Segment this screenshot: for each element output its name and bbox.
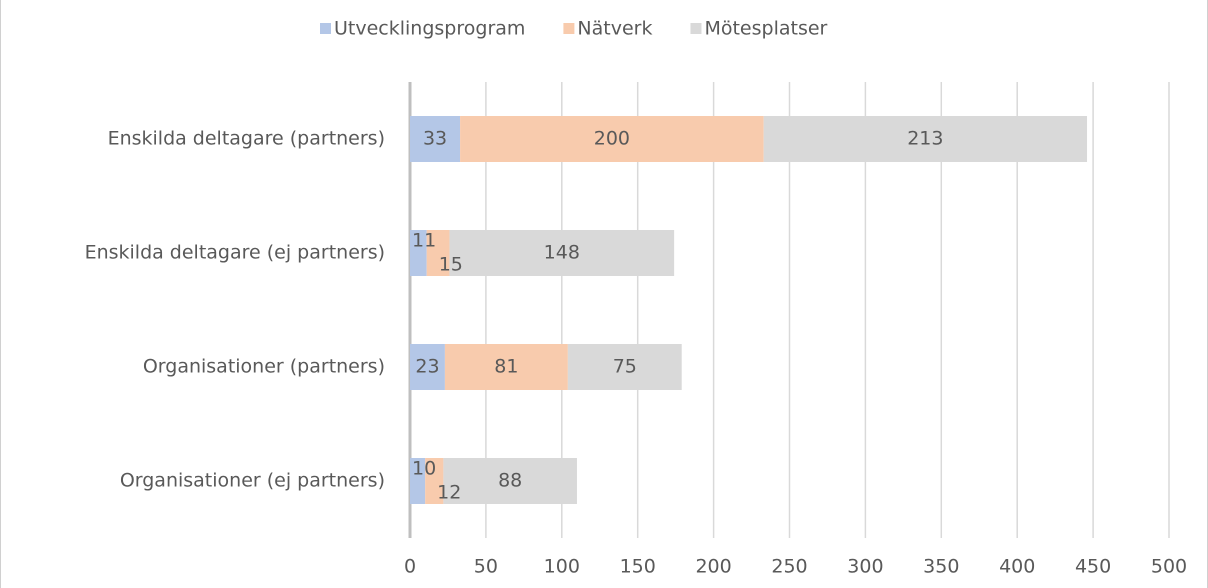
data-label: 10 (412, 458, 436, 480)
data-label: 213 (907, 128, 943, 150)
x-tick-label: 0 (404, 556, 416, 578)
x-tick-label: 200 (695, 556, 731, 578)
bar-segment (460, 116, 764, 162)
bar-segment (410, 458, 426, 504)
y-tick-label: Organisationer (partners) (143, 356, 385, 378)
x-tick-label: 250 (771, 556, 807, 578)
bar-segment (443, 458, 577, 504)
y-tick-label: Organisationer (ej partners) (120, 470, 385, 492)
data-label: 15 (439, 254, 463, 276)
y-tick-label: Enskilda deltagare (ej partners) (85, 242, 385, 264)
bar-segment (410, 116, 461, 162)
x-tick-label: 150 (620, 556, 656, 578)
x-tick-label: 450 (1075, 556, 1111, 578)
data-label: 11 (412, 230, 436, 252)
bar-segment (763, 116, 1088, 162)
bar-segment (426, 230, 450, 276)
data-label: 33 (423, 128, 447, 150)
legend-swatch (690, 23, 702, 34)
data-label: 23 (415, 356, 439, 378)
x-tick-label: 500 (1151, 556, 1187, 578)
legend-label: Mötesplatser (704, 18, 827, 40)
y-tick-label: Enskilda deltagare (partners) (108, 128, 385, 150)
bar-segment (567, 344, 682, 390)
x-tick-label: 300 (847, 556, 883, 578)
data-label: 200 (594, 128, 630, 150)
legend-label: Utvecklingsprogram (334, 18, 525, 40)
legend-swatch (320, 23, 331, 34)
x-tick-label: 50 (474, 556, 498, 578)
bar-segment (444, 344, 568, 390)
data-label: 88 (498, 470, 522, 492)
bar-segment (449, 230, 675, 276)
bar-segment (410, 344, 445, 390)
data-label: 12 (437, 482, 461, 504)
data-label: 81 (494, 356, 518, 378)
x-tick-label: 400 (999, 556, 1035, 578)
x-tick-label: 350 (923, 556, 959, 578)
bar-segment (410, 230, 427, 276)
bar-segment (425, 458, 444, 504)
data-label: 75 (613, 356, 637, 378)
legend-label: Nätverk (577, 18, 652, 40)
data-label: 148 (544, 242, 580, 264)
legend-swatch (563, 23, 575, 34)
x-tick-label: 100 (544, 556, 580, 578)
